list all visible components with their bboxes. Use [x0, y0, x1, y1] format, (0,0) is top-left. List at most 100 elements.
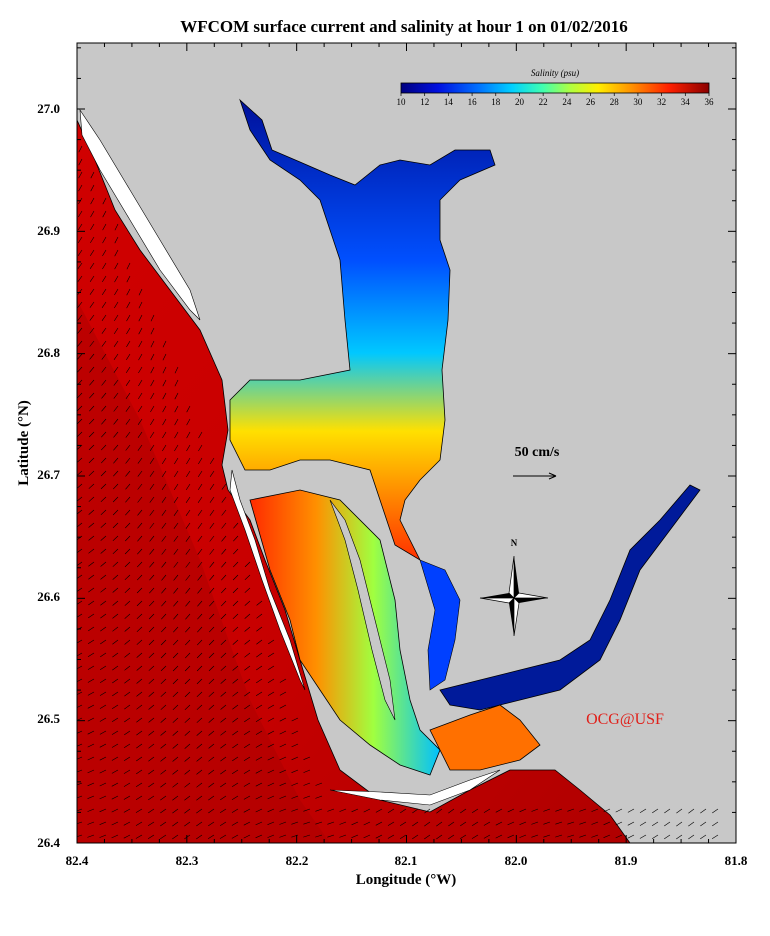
current-vector — [267, 808, 275, 813]
current-vector — [208, 652, 215, 659]
current-vector — [126, 301, 131, 309]
current-vector — [124, 678, 131, 684]
current-vector — [101, 353, 107, 360]
current-vector — [136, 561, 143, 568]
current-vector — [102, 236, 107, 244]
current-vector — [99, 756, 107, 761]
current-vector — [232, 587, 239, 594]
current-vector — [173, 548, 179, 555]
current-vector — [221, 561, 227, 568]
current-vector — [196, 691, 203, 698]
current-vector — [161, 509, 167, 516]
current-vector — [184, 756, 191, 762]
current-vector — [712, 808, 719, 814]
current-vector — [219, 834, 227, 839]
current-vector — [196, 678, 203, 685]
current-vector — [89, 275, 95, 282]
current-vector — [185, 522, 191, 529]
x-tick-label: 81.8 — [725, 853, 748, 868]
current-vector — [136, 717, 143, 723]
current-vector — [196, 808, 203, 814]
current-vector — [100, 574, 107, 580]
y-tick-label: 26.5 — [37, 711, 60, 726]
current-vector — [255, 795, 263, 800]
current-vector — [244, 678, 251, 684]
current-vector — [219, 821, 227, 826]
current-vector — [162, 340, 167, 348]
current-vector — [100, 444, 107, 451]
current-vector — [135, 782, 143, 788]
x-tick-label: 82.3 — [176, 853, 199, 868]
compass-east-point — [514, 598, 548, 603]
current-vector — [148, 665, 155, 671]
current-vector — [399, 821, 407, 827]
current-vector — [78, 171, 83, 179]
current-vector — [244, 626, 251, 632]
current-vector — [244, 561, 251, 568]
current-vector — [160, 704, 167, 710]
current-vector — [101, 366, 107, 373]
current-vector — [162, 392, 167, 400]
current-vector — [112, 600, 119, 606]
current-vector — [579, 834, 587, 838]
current-vector — [196, 652, 203, 659]
current-vector — [196, 743, 203, 749]
current-vector — [101, 340, 107, 347]
current-vector — [77, 821, 83, 825]
current-vector — [267, 821, 275, 825]
current-vector — [220, 756, 227, 762]
current-vector — [652, 808, 659, 814]
current-vector — [174, 457, 179, 465]
current-vector — [459, 834, 467, 840]
current-vector — [160, 821, 167, 827]
current-vector — [101, 379, 107, 386]
current-vector — [149, 522, 155, 529]
current-vector — [136, 769, 143, 775]
current-vector — [99, 808, 107, 813]
current-vector — [424, 834, 431, 840]
current-vector — [88, 574, 95, 580]
current-vector — [99, 821, 107, 825]
current-vector — [267, 782, 275, 787]
current-vector — [186, 431, 191, 439]
current-vector — [184, 691, 191, 698]
current-vector — [150, 392, 155, 400]
current-vector — [196, 756, 203, 762]
current-vector — [123, 756, 131, 761]
current-vector — [615, 808, 623, 813]
current-vector — [111, 769, 119, 774]
current-vector — [197, 470, 203, 478]
current-vector — [208, 691, 215, 697]
current-vector — [77, 795, 83, 799]
velocity-scale: 50 cm/s — [513, 445, 560, 480]
colorbar-tick-label: 32 — [657, 97, 666, 107]
current-vector — [185, 548, 191, 555]
current-vector — [149, 548, 155, 555]
current-vector — [88, 418, 95, 425]
current-vector — [101, 418, 107, 425]
current-vector — [700, 821, 707, 827]
current-vector — [87, 782, 95, 787]
current-vector — [255, 808, 263, 813]
current-vector — [184, 704, 191, 711]
current-vector — [208, 756, 215, 762]
colorbar-tick-label: 24 — [562, 97, 572, 107]
current-vector — [495, 808, 503, 813]
current-vector — [197, 561, 203, 568]
current-vector — [424, 808, 431, 814]
current-vector — [507, 834, 515, 839]
current-vector — [174, 366, 179, 374]
current-vector — [315, 808, 323, 812]
current-vector — [232, 600, 239, 607]
current-vector — [148, 782, 155, 788]
current-vector — [196, 795, 203, 801]
current-vector — [87, 808, 95, 812]
current-vector — [363, 834, 371, 839]
current-vector — [244, 717, 251, 723]
current-vector — [232, 756, 239, 762]
current-vector — [172, 691, 179, 698]
current-vector — [232, 613, 239, 620]
y-tick-label: 26.9 — [37, 223, 60, 238]
current-vector — [231, 769, 239, 775]
